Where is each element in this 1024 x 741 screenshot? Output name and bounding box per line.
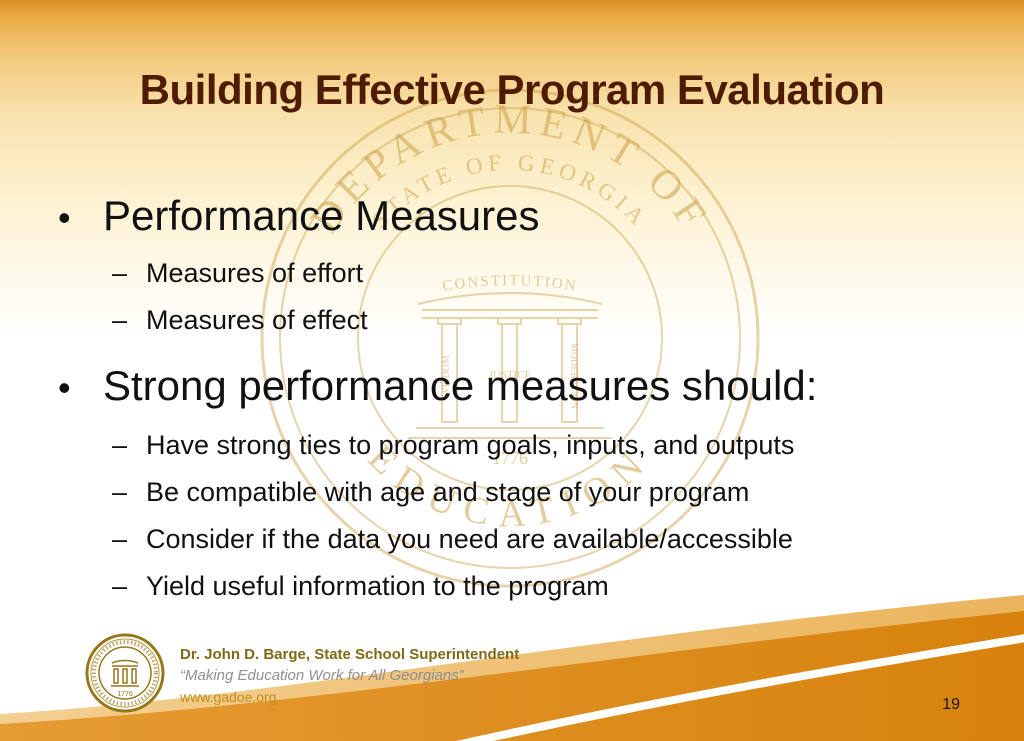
footer-superintendent: Dr. John D. Barge, State School Superint… — [180, 646, 520, 663]
footer-seal-columns — [111, 659, 139, 687]
bullet-text: Performance Measures — [103, 192, 540, 239]
bullet-text: Measures of effect — [146, 305, 368, 335]
bullet-item: – Consider if the data you need are avai… — [112, 523, 988, 556]
footer-tagline: “Making Education Work for All Georgians… — [180, 666, 464, 684]
swoosh-orange-band — [0, 611, 1024, 741]
footer-website: www.gadoe.org — [180, 688, 277, 705]
bullet-text: Be compatible with age and stage of your… — [146, 477, 750, 507]
footer-seal-icon: 1776 — [85, 633, 165, 713]
bullet-item: – Measures of effort — [112, 257, 988, 290]
bullet-item: – Yield useful information to the progra… — [112, 570, 988, 603]
bullet-text: Consider if the data you need are availa… — [146, 524, 793, 554]
bullet-glyph: • — [58, 197, 71, 238]
bullet-glyph: – — [112, 524, 128, 554]
swoosh-white-curve — [456, 634, 1024, 741]
bullet-item: – Have strong ties to program goals, inp… — [112, 429, 988, 462]
bullet-list: • Performance Measures – Measures of eff… — [58, 190, 988, 610]
bullet-text: Yield useful information to the program — [146, 571, 609, 601]
bullet-text: Strong performance measures should: — [103, 362, 818, 409]
bullet-text: Have strong ties to program goals, input… — [146, 430, 795, 460]
bullet-glyph: – — [112, 430, 128, 460]
page-title: Building Effective Program Evaluation — [139, 66, 885, 113]
bullet-glyph: – — [112, 305, 128, 335]
footer-seal-year: 1776 — [117, 691, 133, 698]
bullet-item: • Strong performance measures should: — [58, 360, 988, 414]
bullet-item: – Measures of effect — [112, 304, 988, 337]
bullet-glyph: – — [112, 571, 128, 601]
bullet-glyph: • — [58, 367, 71, 408]
bullet-item: – Be compatible with age and stage of yo… — [112, 476, 988, 509]
bottom-swoosh — [0, 595, 1024, 741]
page-number: 19 — [942, 696, 960, 713]
bullet-text: Measures of effort — [146, 258, 364, 288]
bullet-item: • Performance Measures — [58, 190, 988, 244]
bullet-glyph: – — [112, 477, 128, 507]
footer: Dr. John D. Barge, State School Superint… — [180, 646, 519, 706]
bullet-glyph: – — [112, 258, 128, 288]
